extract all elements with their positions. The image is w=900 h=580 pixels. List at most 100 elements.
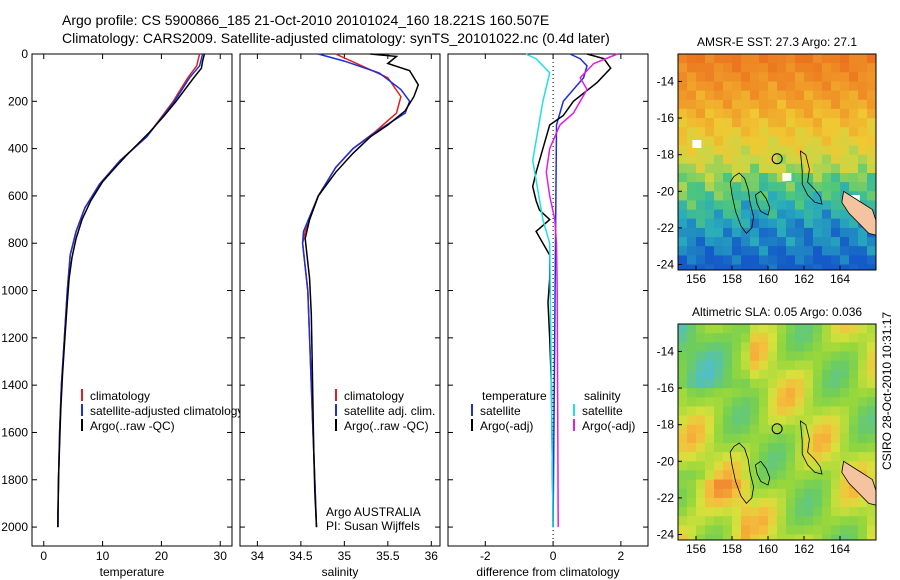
map-cell bbox=[777, 461, 787, 472]
x-tick-label: 164 bbox=[830, 542, 850, 556]
map-cell bbox=[759, 246, 769, 256]
map-cell bbox=[750, 415, 760, 426]
map-cell bbox=[714, 479, 724, 490]
map-cell bbox=[714, 209, 724, 220]
map-cell bbox=[750, 54, 760, 64]
map-cell bbox=[750, 127, 760, 137]
map-cell bbox=[822, 237, 832, 247]
map-cell bbox=[768, 507, 778, 517]
map-cell bbox=[858, 145, 868, 156]
map-cell bbox=[678, 461, 688, 472]
y-tick-label: 2000 bbox=[1, 520, 28, 534]
map-cell bbox=[732, 173, 742, 183]
map-cell bbox=[777, 516, 787, 526]
map-cell bbox=[687, 433, 697, 444]
map-cell bbox=[786, 452, 796, 462]
map-cell bbox=[678, 255, 688, 266]
map-cell bbox=[750, 516, 760, 526]
map-cell bbox=[786, 63, 796, 73]
map-cell bbox=[840, 182, 850, 192]
map-cell bbox=[705, 333, 715, 343]
map-cell bbox=[750, 388, 760, 398]
map-cell bbox=[714, 333, 724, 343]
map-cell bbox=[741, 525, 751, 536]
map-cell bbox=[714, 264, 724, 270]
map-cell bbox=[768, 99, 778, 110]
map-cell bbox=[750, 433, 760, 444]
map-cell bbox=[741, 209, 751, 220]
map-cell bbox=[786, 488, 796, 499]
map-cell bbox=[768, 461, 778, 472]
map-cell bbox=[705, 182, 715, 192]
map-cell bbox=[777, 237, 787, 247]
map-cell bbox=[786, 333, 796, 343]
map-cell bbox=[822, 99, 832, 110]
map-cell bbox=[804, 479, 814, 490]
map-cell bbox=[849, 507, 859, 517]
map-cell bbox=[741, 81, 751, 92]
map-cell bbox=[759, 443, 769, 453]
map-cell bbox=[687, 145, 697, 156]
map-cell bbox=[795, 452, 805, 462]
map-cell bbox=[750, 163, 760, 174]
map-cell bbox=[849, 452, 859, 462]
map-cell bbox=[741, 443, 751, 453]
map-cell bbox=[732, 72, 742, 83]
map-cell bbox=[687, 118, 697, 128]
map-cell bbox=[687, 342, 697, 353]
map-cell bbox=[705, 378, 715, 389]
map-cell bbox=[849, 163, 859, 174]
map-cell bbox=[822, 443, 832, 453]
map-cell bbox=[705, 433, 715, 444]
map-cell bbox=[849, 351, 859, 362]
map-cell bbox=[777, 227, 787, 238]
map-cell bbox=[687, 218, 697, 229]
map-cell bbox=[705, 246, 715, 256]
map-cell bbox=[687, 90, 697, 101]
map-cell bbox=[804, 378, 814, 389]
map-cell bbox=[786, 378, 796, 389]
map-cell bbox=[858, 443, 868, 453]
map-cell bbox=[786, 237, 796, 247]
map-cell bbox=[822, 333, 832, 343]
map-cell bbox=[840, 497, 850, 508]
map-cell bbox=[714, 173, 724, 183]
map-cell bbox=[723, 369, 733, 380]
map-cell bbox=[858, 369, 868, 380]
x-tick-label: 35 bbox=[338, 549, 352, 563]
map-cell bbox=[786, 342, 796, 353]
map-cell bbox=[804, 246, 814, 256]
map-cell bbox=[795, 255, 805, 266]
map-cell bbox=[849, 154, 859, 165]
map-cell bbox=[705, 63, 715, 73]
map-cell bbox=[768, 255, 778, 266]
legend-label: satellite bbox=[582, 404, 623, 418]
map-cell bbox=[840, 452, 850, 462]
map-cell bbox=[723, 173, 733, 183]
map-cell bbox=[822, 525, 832, 536]
map-cell bbox=[678, 452, 688, 462]
map-cell bbox=[750, 406, 760, 417]
map-cell bbox=[678, 237, 688, 247]
map-cell bbox=[768, 360, 778, 371]
map-cell bbox=[705, 443, 715, 453]
map-cell bbox=[678, 218, 688, 229]
map-cell bbox=[867, 333, 876, 343]
map-cell bbox=[696, 388, 706, 398]
map-cell bbox=[741, 406, 751, 417]
map-cell bbox=[687, 54, 697, 64]
map-cell bbox=[759, 415, 769, 426]
map-cell bbox=[750, 342, 760, 353]
map-cell bbox=[777, 81, 787, 92]
map-cell bbox=[831, 470, 841, 481]
map-cell bbox=[795, 497, 805, 508]
map-cell bbox=[705, 342, 715, 353]
map-cell bbox=[714, 246, 724, 256]
map-cell bbox=[696, 415, 706, 426]
map-cell bbox=[705, 54, 715, 64]
map-cell bbox=[813, 351, 823, 362]
map-cell bbox=[867, 237, 876, 247]
map-cell bbox=[840, 525, 850, 536]
map-cell bbox=[777, 415, 787, 426]
map-cell bbox=[795, 154, 805, 165]
